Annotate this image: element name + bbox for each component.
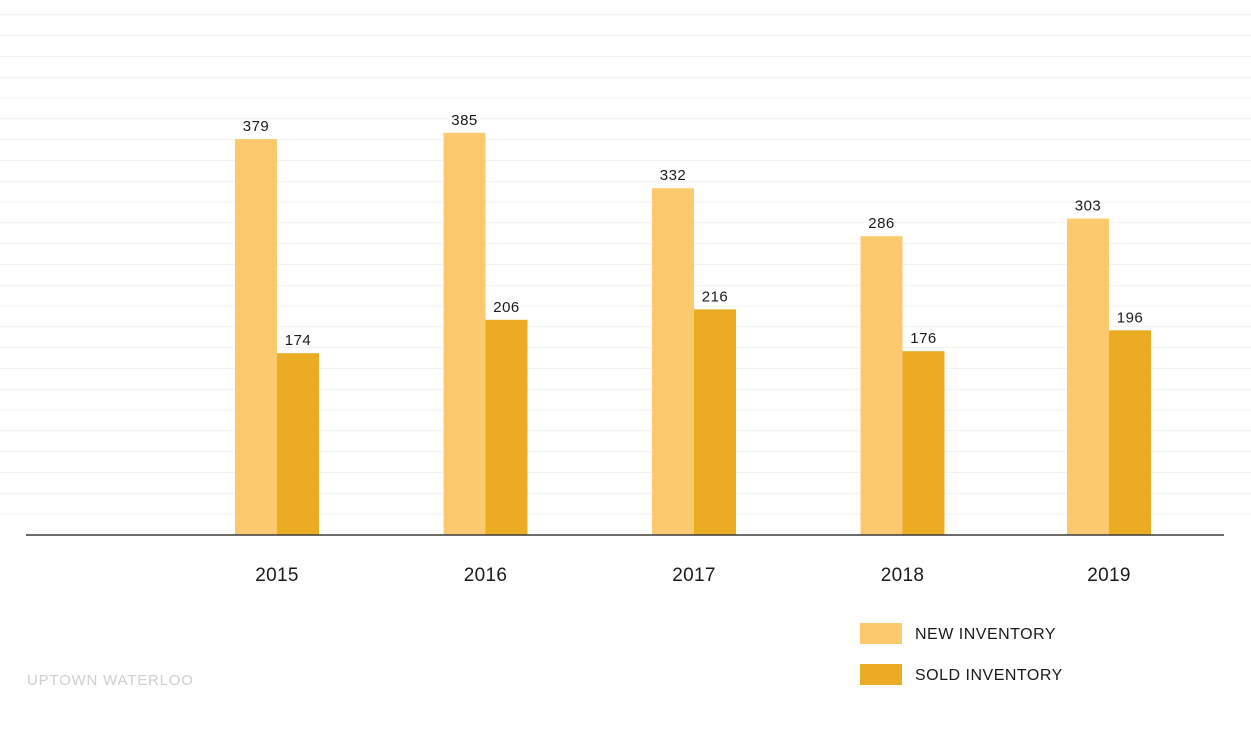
watermark-text: UPTOWN WATERLOO — [27, 672, 194, 689]
bar-labels: 379 174 385 206 332 216 286 176 303 196 — [243, 112, 1144, 349]
bar-label-new-inventory-2019: 303 — [1075, 198, 1102, 215]
bar-label-new-inventory-2017: 332 — [660, 167, 687, 184]
bar-sold-inventory-2015 — [277, 353, 319, 535]
x-tick-label-2016: 2016 — [464, 565, 507, 586]
legend-label-new-inventory: NEW INVENTORY — [915, 626, 1056, 643]
bar-label-new-inventory-2016: 385 — [451, 112, 478, 129]
bar-label-sold-inventory-2015: 174 — [285, 332, 312, 349]
bar-sold-inventory-2016 — [485, 319, 528, 535]
bar-sold-inventory-2017 — [694, 309, 736, 535]
x-tick-label-2018: 2018 — [881, 565, 924, 586]
bar-new-inventory-2019 — [1067, 218, 1109, 535]
x-tick-label-2015: 2015 — [255, 565, 298, 586]
legend-label-sold-inventory: SOLD INVENTORY — [915, 667, 1063, 684]
legend-swatch-new-inventory — [860, 623, 902, 644]
bar-sold-inventory-2019 — [1109, 330, 1151, 535]
x-tick-label-2017: 2017 — [672, 565, 715, 586]
bar-new-inventory-2016 — [443, 132, 486, 536]
bar-label-new-inventory-2018: 286 — [868, 215, 895, 232]
bars — [235, 132, 1151, 536]
bar-label-new-inventory-2015: 379 — [243, 118, 270, 135]
legend: NEW INVENTORY SOLD INVENTORY — [860, 623, 1063, 685]
x-tick-label-2019: 2019 — [1087, 565, 1130, 586]
bar-label-sold-inventory-2017: 216 — [702, 288, 729, 305]
x-axis-ticks: 2015 2016 2017 2018 2019 — [255, 565, 1130, 586]
bar-sold-inventory-2018 — [902, 351, 945, 535]
grid-lines — [0, 14, 1251, 515]
bar-new-inventory-2015 — [235, 139, 277, 535]
legend-swatch-sold-inventory — [860, 664, 902, 685]
bar-new-inventory-2017 — [652, 188, 694, 535]
bar-label-sold-inventory-2018: 176 — [910, 330, 937, 347]
bar-label-sold-inventory-2016: 206 — [493, 299, 520, 316]
bar-new-inventory-2018 — [860, 236, 903, 535]
bar-label-sold-inventory-2019: 196 — [1117, 309, 1144, 326]
